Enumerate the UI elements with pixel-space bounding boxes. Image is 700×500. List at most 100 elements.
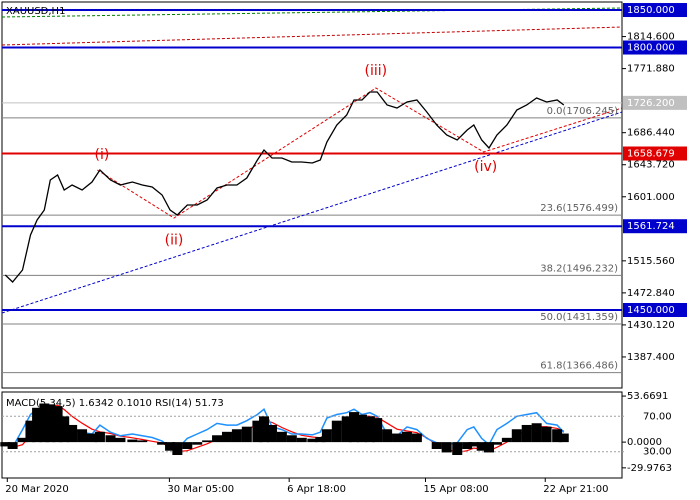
macd-bar	[521, 424, 532, 443]
macd-bar	[411, 433, 422, 443]
level-box	[623, 219, 687, 234]
y2-tick-label: 70.00	[643, 411, 672, 422]
macd-bar	[127, 439, 138, 443]
macd-bar	[468, 442, 479, 447]
level-box	[623, 303, 687, 318]
level-box	[623, 3, 687, 18]
macd-bar	[192, 442, 203, 445]
macd-bar	[392, 433, 403, 443]
macd-bar	[45, 404, 56, 443]
macd-bar	[331, 420, 342, 443]
wave-label: (i)	[95, 147, 110, 163]
macd-bar	[501, 437, 512, 443]
indicator-label: MACD(5,34,5) 1.6342 0.1010 RSI(14) 51.73	[6, 398, 224, 409]
fib-label: 61.8(1366.486)	[540, 361, 618, 372]
y-tick-label: 1601.000	[627, 192, 675, 203]
main-panel	[1, 1, 623, 389]
macd-bar	[531, 423, 542, 443]
macd-bar	[165, 442, 176, 451]
macd-bar	[7, 442, 18, 449]
macd-bar	[86, 433, 97, 443]
macd-bar	[491, 442, 502, 445]
macd-bar	[25, 420, 36, 443]
macd-bar	[94, 431, 105, 443]
level-label: 1800.000	[627, 43, 675, 54]
macd-bar	[77, 429, 88, 443]
macd-bar	[182, 442, 193, 449]
macd-bar	[441, 442, 452, 453]
macd-bar	[202, 440, 213, 443]
macd-bar	[372, 418, 383, 443]
y-tick-label: 1771.880	[627, 64, 675, 75]
fib-label: 50.0(1431.359)	[540, 312, 618, 323]
macd-bar	[137, 440, 148, 443]
macd-bar	[231, 429, 242, 443]
macd-bar	[484, 442, 495, 453]
macd-bar	[0, 442, 11, 447]
macd-bar	[172, 442, 183, 455]
level-box	[623, 95, 687, 110]
macd-bar	[462, 442, 473, 449]
level-label: 1850.000	[627, 5, 675, 16]
x-tick-label: 6 Apr 18:00	[287, 484, 346, 495]
wave-label: (iii)	[365, 63, 388, 79]
macd-bar	[286, 435, 297, 443]
macd-bar	[241, 426, 252, 443]
macd-bar	[157, 442, 168, 445]
macd-bar	[252, 420, 263, 443]
macd-bar	[115, 437, 126, 443]
y-tick-label: 1686.440	[627, 128, 675, 139]
macd-bar	[382, 429, 393, 443]
macd-bar	[552, 429, 563, 443]
macd-bar	[349, 412, 360, 443]
macd-bar	[341, 416, 352, 443]
level-box	[623, 146, 687, 161]
macd-bar	[266, 424, 277, 443]
x-tick-label: 15 Apr 08:00	[423, 484, 488, 495]
x-tick-label: 22 Apr 21:00	[543, 484, 608, 495]
level-label: 1658.679	[627, 149, 675, 160]
macd-bar	[52, 406, 63, 443]
macd-bar	[32, 407, 43, 443]
macd-bar	[452, 442, 463, 455]
macd-bar	[476, 442, 487, 451]
macd-bar	[307, 438, 318, 443]
macd-bar	[17, 437, 28, 443]
y-tick-label: 1814.600	[627, 32, 675, 43]
x-tick-label: 20 Mar 2020	[5, 484, 68, 495]
level-label: 1561.724	[627, 221, 675, 232]
macd-bar	[431, 442, 442, 449]
fib-label: 38.2(1496.232)	[540, 263, 618, 274]
macd-bar	[59, 416, 70, 443]
overlay-line	[1, 26, 623, 46]
y-tick-label: 1472.840	[627, 288, 675, 299]
y-tick-label: 53.6691	[627, 391, 668, 402]
macd-bar	[541, 426, 552, 443]
macd-bar	[511, 429, 522, 443]
level-box	[623, 40, 687, 55]
fib-label: 0.0(1706.245)	[547, 106, 619, 117]
macd-bar	[401, 431, 412, 443]
overlay-line	[97, 87, 623, 219]
wave-label: (ii)	[165, 232, 184, 248]
macd-bar	[315, 436, 326, 443]
macd-bar	[276, 431, 287, 443]
y-tick-label: 1515.560	[627, 256, 675, 267]
y-tick-label: 1643.720	[627, 160, 675, 171]
macd-bar	[259, 416, 270, 443]
level-label: 1726.200	[627, 98, 675, 109]
macd-bar	[321, 429, 332, 443]
macd-bar	[105, 435, 116, 443]
y-tick-label: -29.9763	[627, 463, 672, 474]
macd-bar	[221, 431, 232, 443]
wave-label: (iv)	[474, 159, 497, 175]
y-tick-label: 0.0000	[627, 437, 662, 448]
macd-bar	[356, 414, 367, 443]
overlay-line	[1, 111, 623, 314]
y-tick-label: 1430.120	[627, 320, 675, 331]
macd-bar	[39, 403, 50, 443]
level-label: 1450.000	[627, 305, 675, 316]
macd-bar	[67, 424, 78, 443]
fib-label: 23.6(1576.499)	[540, 203, 618, 214]
